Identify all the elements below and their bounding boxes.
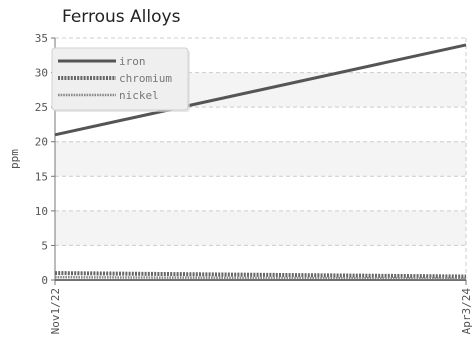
plot-band [55, 210, 466, 246]
legend-label-iron: iron [119, 55, 146, 68]
y-tick-label: 25 [35, 101, 48, 114]
y-tick-label: 15 [35, 170, 48, 183]
y-axis-label: ppm [8, 149, 21, 169]
y-tick-labels: 0 5 10 15 20 25 30 35 [35, 32, 48, 287]
y-tick-label: 30 [35, 67, 48, 80]
chart-title: Ferrous Alloys [62, 7, 181, 27]
plot-band [55, 141, 466, 177]
series-line-nickel [54, 275, 467, 280]
x-tick-label: Nov1/22 [49, 288, 62, 334]
y-tick-label: 20 [35, 136, 48, 149]
series-lines [54, 43, 467, 280]
series-line-iron [54, 43, 467, 137]
x-tick-label: Apr3/24 [460, 288, 473, 335]
legend-label-chromium: chromium [119, 72, 172, 85]
legend: iron chromium nickel [51, 47, 190, 112]
y-tick-label: 35 [35, 32, 48, 45]
legend-box [51, 47, 189, 111]
y-tick-label: 0 [41, 274, 48, 287]
legend-label-nickel: nickel [119, 89, 159, 102]
y-tick-label: 5 [41, 239, 48, 252]
x-tick-labels: Nov1/22 Apr3/24 [49, 288, 473, 335]
series-line-chromium [54, 271, 467, 279]
y-tick-label: 10 [35, 205, 48, 218]
